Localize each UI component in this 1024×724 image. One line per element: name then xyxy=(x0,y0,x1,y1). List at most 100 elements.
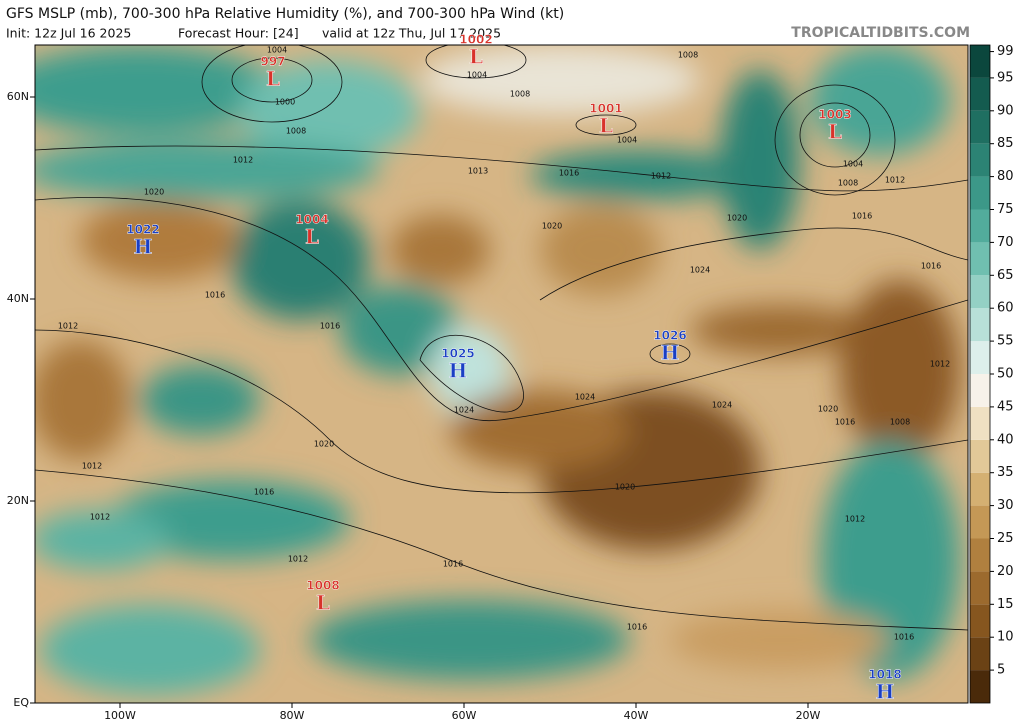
isobar-label: 1016 xyxy=(559,169,579,178)
isobar-label: 1008 xyxy=(510,90,530,99)
isobar-label: 1004 xyxy=(267,46,287,55)
colorbar-segment xyxy=(970,505,990,539)
colorbar-segment xyxy=(970,45,990,78)
pressure-center-letter: L xyxy=(599,114,613,138)
map-field xyxy=(35,45,968,703)
pressure-center-value: 1018 xyxy=(868,668,901,682)
lat-label: 20N xyxy=(7,494,29,507)
isobar-label: 1016 xyxy=(254,488,274,497)
pressure-center-value: 1025 xyxy=(441,347,474,361)
isobar-label: 1004 xyxy=(843,160,863,169)
humidity-field xyxy=(35,45,960,695)
colorbar-segment xyxy=(970,341,990,374)
lon-label: 80W xyxy=(280,709,305,722)
isobar-label: 1020 xyxy=(542,222,562,231)
isobar-label: 1008 xyxy=(838,179,858,188)
colorbar-segment xyxy=(970,670,990,703)
isobar-label: 1012 xyxy=(845,515,865,524)
colorbar-segment xyxy=(970,110,990,144)
colorbar-label: 95 xyxy=(997,70,1014,85)
colorbar-label: 85 xyxy=(997,136,1014,151)
pressure-center-value: 1022 xyxy=(126,223,159,237)
isobar-label: 1000 xyxy=(275,98,295,107)
colorbar: 5 10 15 20 25 30 35 40 45 50 55 60 65 70 75 80 85 90 95 99 xyxy=(969,44,1014,704)
pressure-center-letter: L xyxy=(828,120,842,144)
title: GFS MSLP (mb), 700-300 hPa Relative Humi… xyxy=(6,6,564,22)
colorbar-segment xyxy=(970,275,990,309)
colorbar-segment xyxy=(970,637,990,671)
colorbar-segment xyxy=(970,538,990,572)
isobar-label: 1012 xyxy=(82,462,102,471)
colorbar-label: 90 xyxy=(997,103,1014,118)
isobar-label: 1020 xyxy=(615,483,635,492)
isobar-label: 1016 xyxy=(205,291,225,300)
colorbar-label: 99 xyxy=(997,44,1014,59)
lat-label: 40N xyxy=(7,292,29,305)
pressure-center-letter: H xyxy=(661,341,680,365)
colorbar-segment xyxy=(970,571,990,605)
pressure-center-value: 1002 xyxy=(459,33,492,47)
isobar-label: 1012 xyxy=(930,360,950,369)
init-time: Init: 12z Jul 16 2025 xyxy=(6,26,131,41)
isobar-label: 1024 xyxy=(712,401,732,410)
colorbar-label: 5 xyxy=(997,663,1005,678)
isobar-label: 1012 xyxy=(58,322,78,331)
lon-label: 20W xyxy=(796,709,821,722)
colorbar-segment xyxy=(970,439,990,473)
lat-label: 60N xyxy=(7,90,29,103)
colorbar-label: 60 xyxy=(997,301,1014,316)
isobar-label: 1016 xyxy=(320,322,340,331)
colorbar-label: 15 xyxy=(997,597,1014,612)
isobar-label: 1012 xyxy=(885,176,905,185)
isobar-label: 1020 xyxy=(314,440,334,449)
colorbar-segment xyxy=(970,143,990,177)
isobar-label: 1016 xyxy=(627,623,647,632)
colorbar-label: 45 xyxy=(997,399,1014,414)
pressure-center-letter: H xyxy=(449,359,468,383)
pressure-center-letter: L xyxy=(305,225,319,249)
colorbar-label: 35 xyxy=(997,465,1014,480)
isobar-label: 1004 xyxy=(617,136,637,145)
isobar-label: 1020 xyxy=(727,214,747,223)
colorbar-segment xyxy=(970,176,990,210)
colorbar-segment xyxy=(970,472,990,506)
pressure-center-letter: L xyxy=(266,67,280,91)
map-frame xyxy=(34,44,969,704)
lon-label: 100W xyxy=(104,709,136,722)
isobar-label: 1008 xyxy=(678,51,698,60)
colorbar-segment xyxy=(970,77,990,111)
source: TROPICALTIDBITS.COM xyxy=(791,25,970,41)
colorbar-label: 20 xyxy=(997,564,1014,579)
forecast-hour: Forecast Hour: [24] xyxy=(178,26,299,41)
colorbar-label: 30 xyxy=(997,498,1014,513)
isobar-label: 1012 xyxy=(651,172,671,181)
colorbar-label: 75 xyxy=(997,202,1014,217)
pressure-center-value: 1008 xyxy=(306,579,339,593)
pressure-center-value: 997 xyxy=(260,55,285,69)
pressure-center-letter: L xyxy=(316,591,330,615)
isobar-label: 1016 xyxy=(835,418,855,427)
valid-time: valid at 12z Thu, Jul 17 2025 xyxy=(322,26,501,41)
isobar-label: 1020 xyxy=(818,405,838,414)
isobar-label: 1012 xyxy=(233,156,253,165)
colorbar-label: 25 xyxy=(997,531,1014,546)
pressure-center-value: 1001 xyxy=(589,102,622,116)
pressure-center-value: 1003 xyxy=(818,108,851,122)
pressure-center-letter: H xyxy=(876,680,895,704)
colorbar-segment xyxy=(970,209,990,243)
colorbar-label: 65 xyxy=(997,268,1014,283)
isobars xyxy=(35,45,968,631)
colorbar-label: 80 xyxy=(997,169,1014,184)
colorbar-segment xyxy=(970,604,990,638)
pressure-center-letter: L xyxy=(469,45,483,69)
colorbar-label: 70 xyxy=(997,235,1014,250)
isobar-label: 1016 xyxy=(894,633,914,642)
colorbar-segment xyxy=(970,406,990,440)
pressure-center-value: 1004 xyxy=(295,213,328,227)
pressure-center-value: 1026 xyxy=(653,329,686,343)
isobar-label: 1024 xyxy=(575,393,595,402)
lon-label: 60W xyxy=(452,709,477,722)
colorbar-segment xyxy=(970,374,990,407)
colorbar-label: 55 xyxy=(997,334,1014,349)
colorbar-label: 10 xyxy=(997,630,1014,645)
